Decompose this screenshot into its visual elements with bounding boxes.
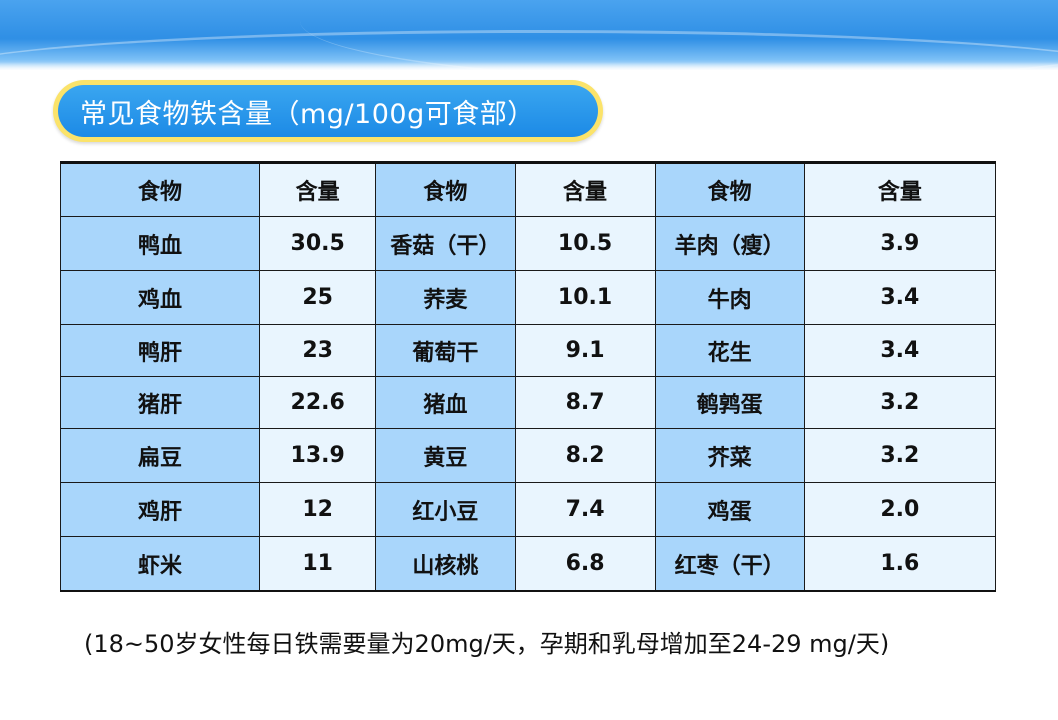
food-cell: 荞麦 bbox=[375, 270, 516, 325]
amount-cell: 3.2 bbox=[803, 428, 997, 483]
table-row: 鸡肝 12 红小豆 7.4 鸡蛋 2.0 bbox=[59, 482, 997, 537]
header-food-3: 食物 bbox=[654, 162, 805, 217]
table-row: 扁豆 13.9 黄豆 8.2 芥菜 3.2 bbox=[59, 428, 997, 483]
top-banner bbox=[0, 0, 1058, 70]
food-cell: 牛肉 bbox=[654, 270, 805, 325]
iron-content-table: 食物 含量 食物 含量 食物 含量 鸭血 30.5 香菇（干） 10.5 羊肉（… bbox=[59, 161, 997, 592]
food-cell: 羊肉（瘦） bbox=[654, 216, 805, 271]
amount-cell: 23 bbox=[259, 324, 377, 377]
amount-cell: 3.4 bbox=[803, 270, 997, 325]
amount-cell: 3.9 bbox=[803, 216, 997, 271]
amount-cell: 30.5 bbox=[259, 216, 377, 271]
table-row: 鸭血 30.5 香菇（干） 10.5 羊肉（瘦） 3.9 bbox=[59, 216, 997, 271]
amount-cell: 8.7 bbox=[514, 376, 656, 429]
food-cell: 黄豆 bbox=[375, 428, 516, 483]
page-title: 常见食物铁含量（mg/100g可食部） bbox=[58, 85, 598, 137]
food-cell: 鸡蛋 bbox=[654, 482, 805, 537]
food-cell: 猪肝 bbox=[59, 376, 261, 429]
table-row: 鸭肝 23 葡萄干 9.1 花生 3.4 bbox=[59, 324, 997, 377]
amount-cell: 3.2 bbox=[803, 376, 997, 429]
table-header-row: 食物 含量 食物 含量 食物 含量 bbox=[59, 162, 997, 217]
banner-shine bbox=[0, 62, 1058, 70]
amount-cell: 13.9 bbox=[259, 428, 377, 483]
food-cell: 山核桃 bbox=[375, 536, 516, 592]
food-cell: 红小豆 bbox=[375, 482, 516, 537]
food-cell: 虾米 bbox=[59, 536, 261, 592]
food-cell: 葡萄干 bbox=[375, 324, 516, 377]
amount-cell: 8.2 bbox=[514, 428, 656, 483]
food-cell: 扁豆 bbox=[59, 428, 261, 483]
table-row: 猪肝 22.6 猪血 8.7 鹌鹑蛋 3.2 bbox=[59, 376, 997, 429]
food-cell: 芥菜 bbox=[654, 428, 805, 483]
header-food-1: 食物 bbox=[59, 162, 261, 217]
food-cell: 鸭血 bbox=[59, 216, 261, 271]
amount-cell: 25 bbox=[259, 270, 377, 325]
footnote: (18~50岁女性每日铁需要量为20mg/天，孕期和乳母增加至24-29 mg/… bbox=[84, 630, 890, 658]
amount-cell: 6.8 bbox=[514, 536, 656, 592]
amount-cell: 12 bbox=[259, 482, 377, 537]
amount-cell: 22.6 bbox=[259, 376, 377, 429]
table-row: 虾米 11 山核桃 6.8 红枣（干） 1.6 bbox=[59, 536, 997, 592]
banner-wave-decoration bbox=[300, 0, 1058, 70]
food-cell: 香菇（干） bbox=[375, 216, 516, 271]
table-row: 鸡血 25 荞麦 10.1 牛肉 3.4 bbox=[59, 270, 997, 325]
amount-cell: 2.0 bbox=[803, 482, 997, 537]
food-cell: 花生 bbox=[654, 324, 805, 377]
food-cell: 红枣（干） bbox=[654, 536, 805, 592]
amount-cell: 3.4 bbox=[803, 324, 997, 377]
title-pill: 常见食物铁含量（mg/100g可食部） bbox=[53, 80, 603, 142]
amount-cell: 9.1 bbox=[514, 324, 656, 377]
amount-cell: 11 bbox=[259, 536, 377, 592]
amount-cell: 1.6 bbox=[803, 536, 997, 592]
food-cell: 猪血 bbox=[375, 376, 516, 429]
amount-cell: 7.4 bbox=[514, 482, 656, 537]
food-cell: 鸭肝 bbox=[59, 324, 261, 377]
header-amount-1: 含量 bbox=[259, 162, 377, 217]
amount-cell: 10.1 bbox=[514, 270, 656, 325]
header-food-2: 食物 bbox=[375, 162, 516, 217]
food-cell: 鸡血 bbox=[59, 270, 261, 325]
header-amount-2: 含量 bbox=[514, 162, 656, 217]
header-amount-3: 含量 bbox=[803, 162, 997, 217]
food-cell: 鸡肝 bbox=[59, 482, 261, 537]
food-cell: 鹌鹑蛋 bbox=[654, 376, 805, 429]
amount-cell: 10.5 bbox=[514, 216, 656, 271]
